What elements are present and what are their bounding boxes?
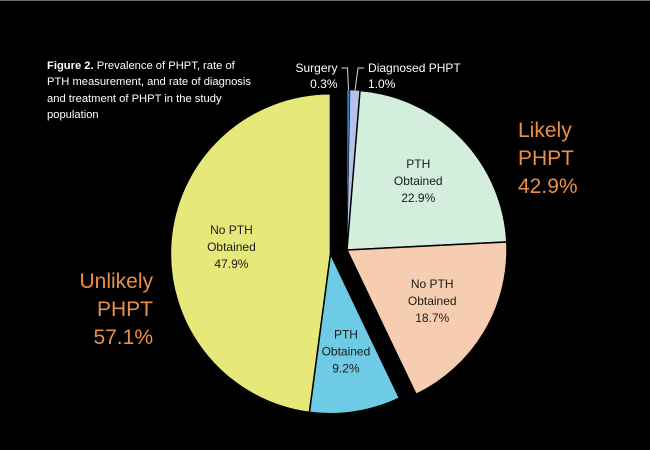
callout-label-surgery: Surgery 0.3% [295, 61, 337, 91]
slice-label-unlikely-phpt-no-pth-obtained: No PTH Obtained 47.9% [207, 223, 256, 271]
slice-likely-phpt-no-pth-obtained [345, 241, 508, 396]
caption-prefix: Figure 2. [47, 60, 94, 72]
group-label-unlikely-phpt: Unlikely PHPT 57.1% [79, 270, 153, 349]
group-label-likely-phpt: Likely PHPT 42.9% [518, 119, 578, 198]
top-border-line [0, 0, 650, 1]
leader-line-surgery [341, 67, 350, 91]
callout-label-diagnosed-phpt: Diagnosed PHPT 1.0% [368, 61, 461, 91]
figure-caption: Figure 2. Prevalence of PHPT, rate of PT… [47, 58, 252, 124]
slice-label-unlikely-phpt-pth-obtained: PTH Obtained 9.2% [322, 328, 371, 376]
caption-text: Prevalence of PHPT, rate of PTH measurem… [47, 60, 251, 122]
leader-line-diagnosed-phpt [354, 67, 365, 91]
slice-label-likely-phpt-no-pth-obtained: No PTH Obtained 18.7% [408, 277, 457, 325]
slice-likely-phpt-pth-obtained [346, 89, 508, 251]
slice-label-likely-phpt-pth-obtained: PTH Obtained 22.9% [394, 157, 443, 205]
slice-unlikely-phpt-no-pth-obtained [169, 93, 332, 414]
slice-unlikely-phpt-pth-obtained [308, 251, 401, 415]
